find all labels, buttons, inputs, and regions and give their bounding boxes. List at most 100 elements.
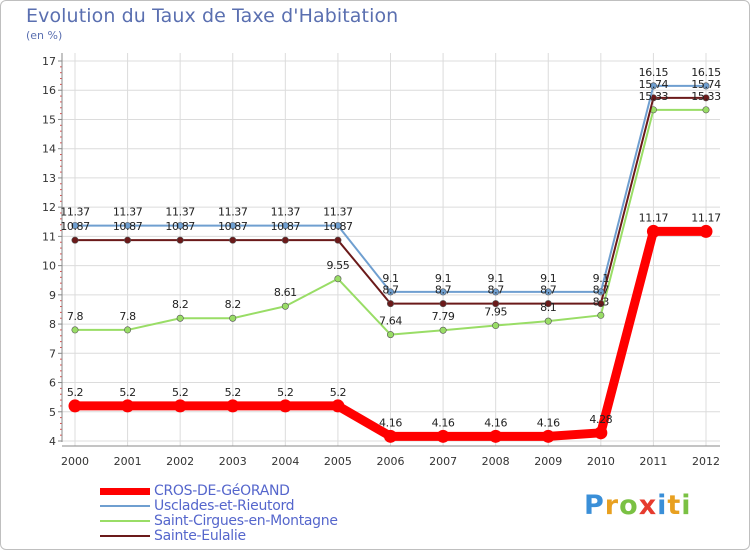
data-label: 15.74 [691,78,721,91]
data-label: 11.37 [323,206,353,219]
data-label: 10.87 [60,220,90,233]
y-tick-label: 9 [49,289,56,302]
data-label: 7.79 [432,310,455,323]
logo-letter: i [681,490,692,521]
data-label: 8.2 [225,298,241,311]
data-label: 8.7 [488,284,505,297]
data-point [176,222,184,230]
data-point [646,224,660,238]
x-tick-label: 2006 [377,455,405,468]
data-label: 5.2 [119,386,135,399]
data-point [124,326,132,334]
data-label: 9.1 [435,272,451,285]
data-point [544,288,552,296]
data-label: 4.16 [484,416,507,429]
x-tick-label: 2007 [429,455,457,468]
data-point [281,222,289,230]
data-label: 11.37 [113,206,143,219]
data-label: 8.3 [593,295,610,308]
logo-letter: P [584,490,605,521]
data-point [386,300,394,308]
data-label: 8.1 [540,301,556,314]
data-label: 8.2 [172,298,188,311]
proxiti-logo: Proxiti [584,490,692,521]
data-point [386,288,394,296]
data-point [597,300,605,308]
data-point [331,399,345,413]
legend-label: Usclades-et-Rieutord [154,498,295,514]
data-point [544,300,552,308]
chart-title: Evolution du Taux de Taxe d'Habitation [26,5,399,27]
data-label: 5.2 [172,386,188,399]
data-label: 8.61 [274,286,297,299]
legend-swatch [100,505,150,507]
legend-label: CROS-DE-GéORAND [154,483,290,499]
logo-letter: o [619,490,639,521]
data-label: 7.8 [67,310,84,323]
y-tick-label: 6 [49,377,56,390]
data-point [278,399,292,413]
data-label: 8.7 [593,284,610,297]
data-point [124,222,132,230]
data-point [384,429,397,443]
x-tick-label: 2005 [324,455,352,468]
data-label: 10.87 [165,220,195,233]
data-point [649,82,657,90]
data-label: 8.7 [540,284,557,297]
data-point [492,322,500,330]
data-point [492,288,500,296]
data-label: 5.2 [67,386,83,399]
data-point [334,222,342,230]
y-tick-label: 16 [42,84,56,97]
data-point [597,311,605,319]
data-label: 5.2 [330,386,346,399]
data-point [71,326,79,334]
data-point [702,82,710,90]
data-point [229,236,237,244]
data-label: 15.74 [639,78,669,91]
data-label: 10.87 [271,220,301,233]
data-label: 8.7 [382,284,399,297]
y-tick-label: 12 [42,201,56,214]
data-label: 10.87 [323,220,353,233]
x-tick-label: 2010 [587,455,615,468]
x-tick-label: 2012 [692,455,720,468]
data-point [68,399,82,413]
data-label: 4.28 [589,413,612,426]
data-point [492,300,500,308]
data-label: 4.16 [432,416,455,429]
data-label: 4.16 [537,416,560,429]
data-label: 11.37 [165,206,195,219]
data-label: 5.2 [277,386,293,399]
data-label: 10.87 [218,220,248,233]
data-label: 11.37 [218,206,248,219]
data-point [594,426,608,440]
logo-letter: x [638,490,658,521]
data-point [386,331,394,339]
legend-swatch [100,535,150,537]
data-label: 9.1 [488,272,504,285]
data-label: 11.17 [639,211,669,224]
y-tick-label: 7 [49,347,56,360]
data-point [124,236,132,244]
legend-swatch [100,520,150,522]
data-point [699,224,713,238]
data-point [334,236,342,244]
data-label: 9.1 [593,272,609,285]
data-point [439,288,447,296]
data-point [229,314,237,322]
y-tick-label: 11 [42,230,56,243]
data-point [121,399,135,413]
data-point [71,222,79,230]
x-tick-label: 2001 [114,455,142,468]
x-tick-label: 2004 [271,455,299,468]
data-point [176,314,184,322]
line-chart: 4 5 6 7 8 9 10 11 12 13 14 15 16 17 2000 2001 2002 2003 20… [42,53,722,468]
data-label: 10.87 [113,220,143,233]
x-tick-label: 2003 [219,455,247,468]
data-point [541,429,555,443]
data-point [702,106,710,114]
x-tick-label: 2008 [482,455,510,468]
y-tick-label: 5 [49,406,56,419]
